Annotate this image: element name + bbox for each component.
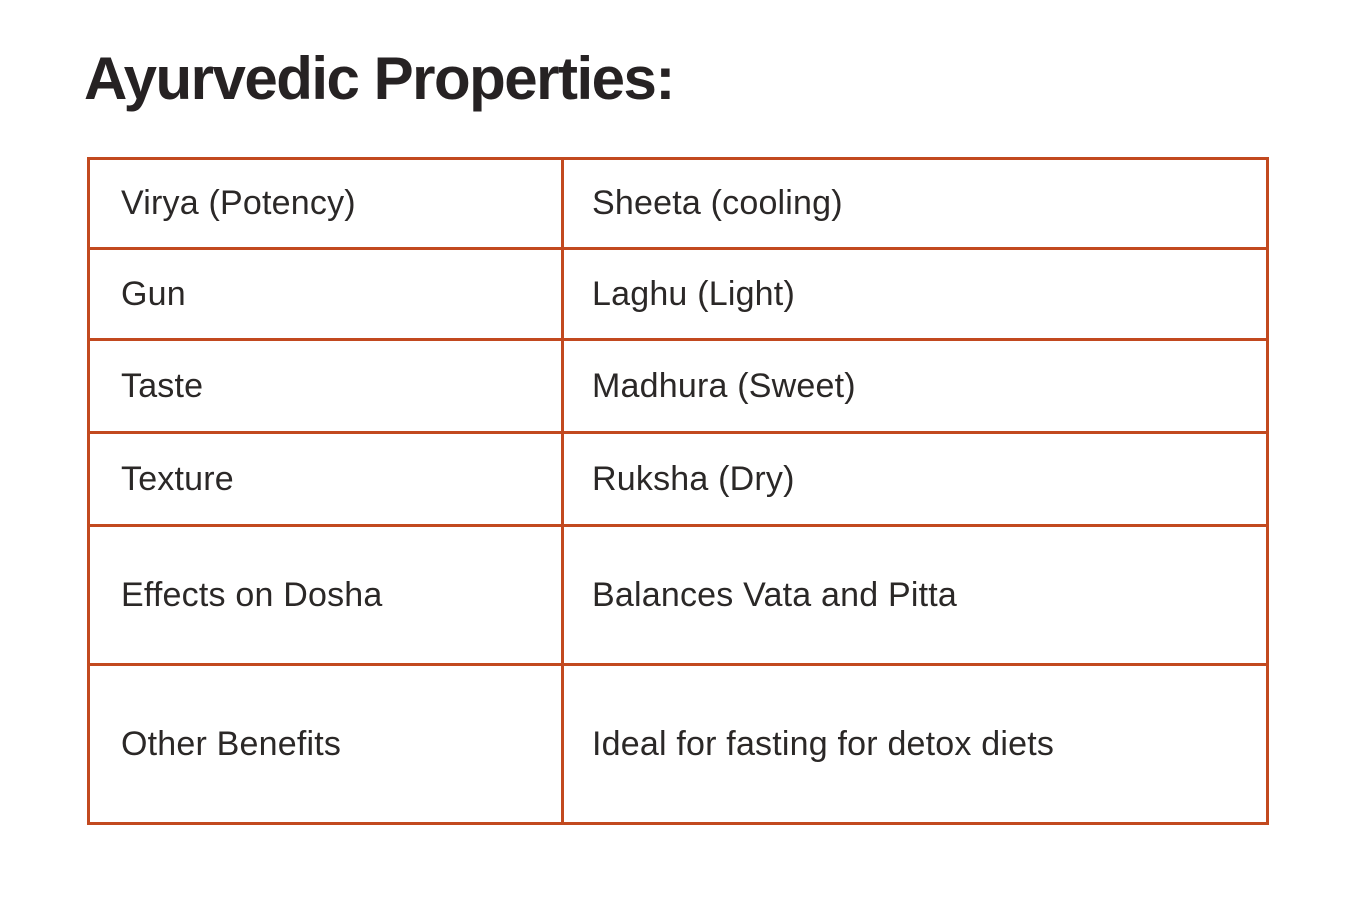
value-cell: Madhura (Sweet) (561, 338, 1269, 434)
property-cell: Effects on Dosha (87, 524, 564, 666)
property-cell: Other Benefits (87, 663, 564, 825)
value-cell: Ideal for fasting for detox diets (561, 663, 1269, 825)
value-cell: Laghu (Light) (561, 247, 1269, 341)
properties-table: Virya (Potency) Sheeta (cooling) Gun Lag… (87, 157, 1269, 825)
value-cell: Sheeta (cooling) (561, 157, 1269, 250)
table-row: Effects on Dosha Balances Vata and Pitta (87, 524, 1269, 666)
value-cell: Ruksha (Dry) (561, 431, 1269, 527)
page-title: Ayurvedic Properties: (84, 45, 675, 112)
table-row: Gun Laghu (Light) (87, 247, 1269, 341)
table-row: Other Benefits Ideal for fasting for det… (87, 663, 1269, 825)
property-cell: Virya (Potency) (87, 157, 564, 250)
value-cell: Balances Vata and Pitta (561, 524, 1269, 666)
table-row: Virya (Potency) Sheeta (cooling) (87, 157, 1269, 250)
property-cell: Taste (87, 338, 564, 434)
property-cell: Texture (87, 431, 564, 527)
table-row: Texture Ruksha (Dry) (87, 431, 1269, 527)
table-row: Taste Madhura (Sweet) (87, 338, 1269, 434)
property-cell: Gun (87, 247, 564, 341)
